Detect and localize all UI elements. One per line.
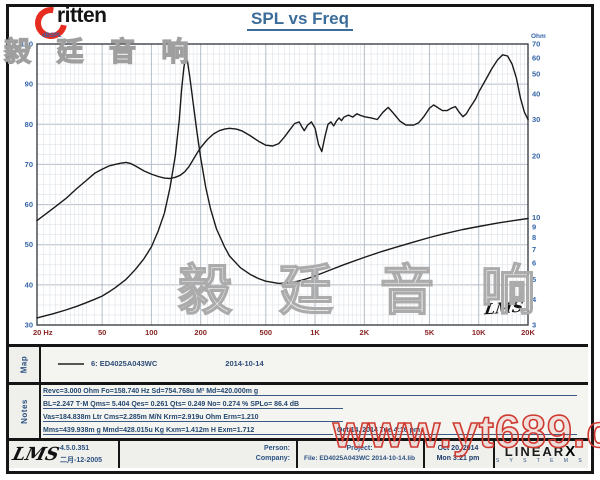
- svg-text:100: 100: [20, 40, 33, 49]
- curve-right: [36, 57, 529, 319]
- lms-footer-logo: LMS: [10, 444, 62, 465]
- note-line-4: Mms=439.938m g Mmd=428.015u Kg Kxm=1.412…: [43, 427, 333, 435]
- print-time: Mon 3:21 pm: [436, 455, 480, 462]
- svg-text:80: 80: [25, 120, 33, 129]
- svg-text:7: 7: [532, 245, 536, 254]
- footer-divider: [296, 441, 298, 468]
- svg-text:20 Hz: 20 Hz: [33, 328, 53, 337]
- svg-text:3: 3: [532, 321, 536, 330]
- svg-text:4: 4: [532, 295, 537, 304]
- linearx-systems-label: S Y S T E M S: [495, 458, 587, 464]
- print-date: Oct 20, 2014: [437, 445, 479, 452]
- company-label: Company:: [255, 455, 290, 462]
- file-label: File: ED4025A043WC 2014-10-14.lib: [303, 455, 416, 462]
- svg-text:60: 60: [532, 53, 540, 62]
- svg-text:5K: 5K: [425, 328, 435, 337]
- divider: [9, 382, 588, 385]
- svg-text:40: 40: [532, 89, 540, 98]
- svg-text:2K: 2K: [360, 328, 370, 337]
- svg-text:50: 50: [98, 328, 106, 337]
- person-label: Person:: [263, 445, 290, 452]
- note-line-1: Revc=3.000 Ohm Fo=158.740 Hz Sd=754.768u…: [43, 388, 577, 396]
- note-line-3: Vas=184.838m Ltr Cms=2.285m M/N Krm=2.91…: [43, 414, 343, 422]
- lms-plot-logo: LMS: [483, 297, 525, 319]
- svg-text:10: 10: [532, 213, 540, 222]
- svg-text:90: 90: [25, 80, 33, 89]
- notes-label: Notes: [19, 399, 29, 424]
- divider: [9, 344, 588, 347]
- svg-text:10K: 10K: [472, 328, 486, 337]
- curve-left: [36, 54, 529, 222]
- map-label: Map: [19, 355, 29, 374]
- spl-vs-freq-chart: dBSPL10090807060504030Ohm706050403020109…: [20, 33, 546, 337]
- svg-text:70: 70: [532, 40, 540, 49]
- svg-text:30: 30: [532, 115, 540, 124]
- legend-line-swatch: [58, 362, 84, 365]
- svg-text:50: 50: [25, 240, 33, 249]
- svg-text:20: 20: [532, 151, 540, 160]
- svg-text:200: 200: [194, 328, 207, 337]
- svg-text:30: 30: [25, 321, 33, 330]
- legend-curve-name: 6: ED4025A043WC: [91, 359, 158, 368]
- svg-text:Ohm: Ohm: [531, 33, 546, 40]
- notes-row: [9, 385, 588, 438]
- svg-text:20K: 20K: [521, 328, 535, 337]
- footer-divider: [118, 441, 120, 468]
- svg-text:6: 6: [532, 259, 536, 268]
- svg-text:dBSPL: dBSPL: [42, 33, 62, 39]
- app-version: 4.5.0.351: [60, 445, 90, 452]
- curve-legend: 6: ED4025A043WC 2014-10-14: [58, 359, 264, 368]
- legend-curve-date: 2014-10-14: [225, 359, 264, 368]
- linearx-logo: LINEARX S Y S T E M S: [495, 443, 587, 464]
- note-test-date: Oct 14, 2014 Tue 4:16 pm: [337, 427, 577, 435]
- svg-text:50: 50: [532, 70, 540, 79]
- svg-text:9: 9: [532, 222, 536, 231]
- svg-text:70: 70: [25, 160, 33, 169]
- svg-text:1K: 1K: [310, 328, 320, 337]
- svg-text:60: 60: [25, 200, 33, 209]
- map-row: [9, 347, 588, 382]
- svg-text:5: 5: [532, 275, 536, 284]
- notes-stub: Notes: [9, 385, 41, 438]
- footer-divider: [423, 441, 425, 468]
- svg-text:40: 40: [25, 280, 33, 289]
- footer-bar: [9, 441, 588, 468]
- svg-text:500: 500: [260, 328, 273, 337]
- app-version-date: 二月-12-2005: [60, 457, 103, 464]
- map-stub: Map: [9, 347, 41, 382]
- page-title: SPL vs Freq: [180, 9, 420, 31]
- svg-text:100: 100: [145, 328, 158, 337]
- footer-divider: [493, 441, 495, 468]
- project-label: Project:: [346, 445, 373, 452]
- divider: [9, 438, 588, 441]
- note-line-2: BL=2.247 T·M Qms= 5.404 Qes= 0.261 Qts= …: [43, 401, 343, 409]
- svg-text:8: 8: [532, 233, 536, 242]
- brand-text: ritten: [57, 4, 107, 27]
